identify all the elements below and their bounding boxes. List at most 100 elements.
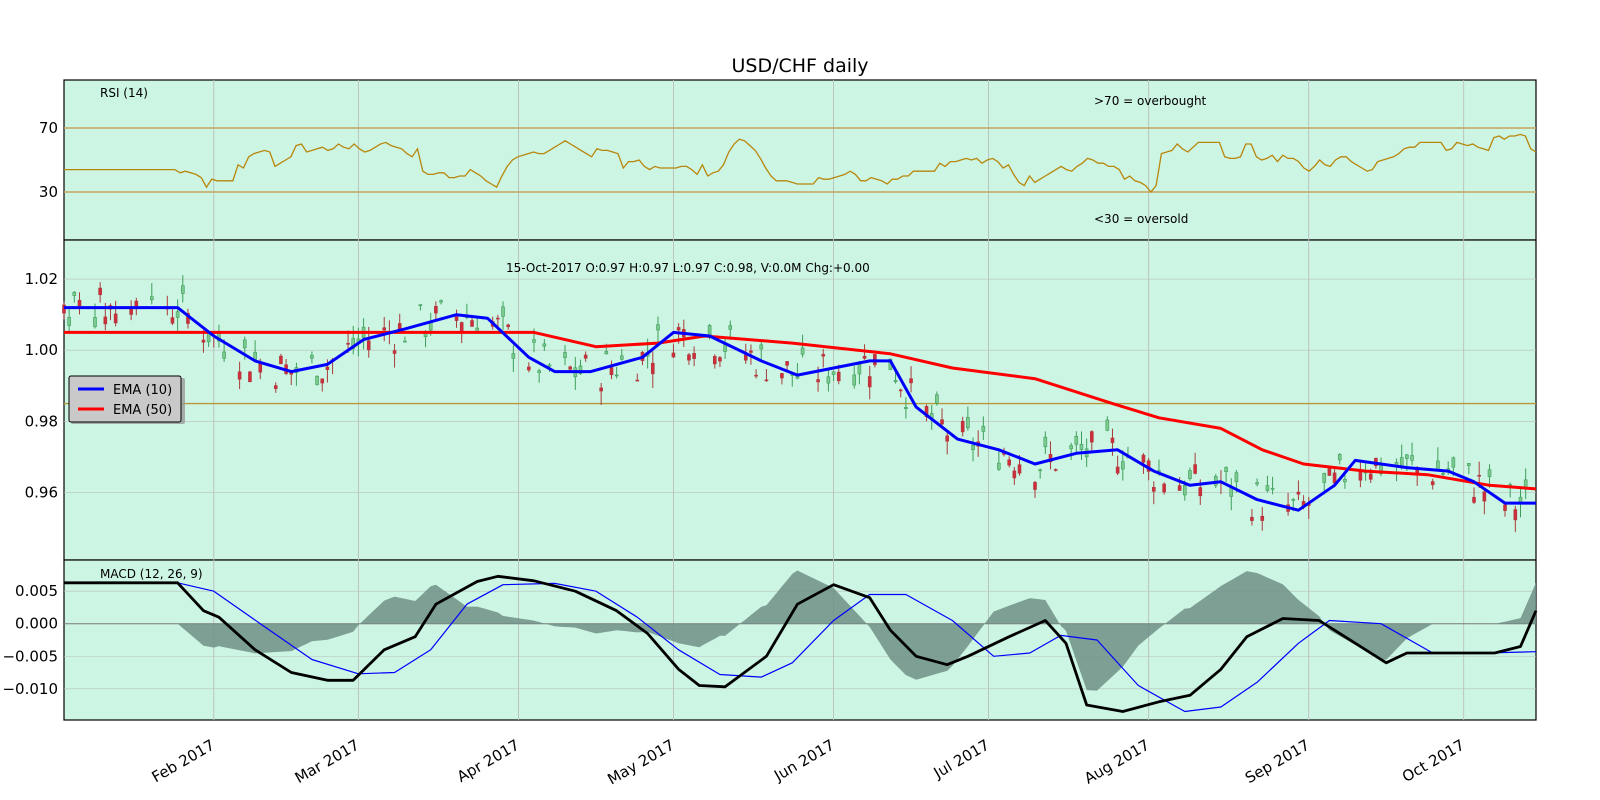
candle-body xyxy=(1332,472,1337,484)
candle-body xyxy=(1105,419,1110,431)
chart-title: USD/CHF daily xyxy=(731,55,868,77)
candle-body xyxy=(1322,472,1327,483)
candle-body xyxy=(816,379,820,383)
ema50-line xyxy=(64,330,1537,491)
candle-body xyxy=(749,350,753,353)
candle-body xyxy=(1079,443,1084,450)
candle-body xyxy=(1430,481,1435,486)
candle-body xyxy=(821,354,826,357)
price-legend: EMA (10) EMA (50) xyxy=(68,375,185,424)
rsi-y-tick-label: 70 xyxy=(39,119,58,137)
candle-body xyxy=(568,366,572,370)
candle-body xyxy=(1343,479,1347,483)
oversold-note: <30 = oversold xyxy=(1094,212,1188,226)
candle-body xyxy=(898,389,903,392)
candle-body xyxy=(1296,491,1301,495)
macd-y-tick-label: −0.010 xyxy=(2,680,58,698)
candle-body xyxy=(1115,466,1120,474)
candle-body xyxy=(1260,515,1265,521)
candle-body xyxy=(1337,454,1342,461)
candle-body xyxy=(1182,485,1187,496)
candle-body xyxy=(98,287,102,296)
x-tick-label: May 2017 xyxy=(604,736,677,789)
candle-body xyxy=(1451,457,1456,468)
candle-body xyxy=(180,285,185,294)
ema10-line xyxy=(64,306,1536,512)
x-tick-label: Feb 2017 xyxy=(149,736,218,786)
candle-body xyxy=(687,354,691,361)
candle-body xyxy=(981,425,986,432)
candle-body xyxy=(253,351,257,360)
candle-body xyxy=(1405,454,1409,459)
price-y-tick-label: 0.98 xyxy=(25,412,58,430)
candle-body xyxy=(129,308,133,315)
candle-body xyxy=(1441,473,1445,475)
candle-body xyxy=(940,419,944,425)
candle-body xyxy=(175,311,180,318)
candle-body xyxy=(93,317,97,328)
candle-body xyxy=(1410,455,1414,461)
candle-body xyxy=(867,376,872,388)
candle-body xyxy=(764,379,769,382)
candle-body xyxy=(945,435,950,442)
x-tick-label: Jun 2017 xyxy=(770,736,837,785)
candle-body xyxy=(1291,499,1296,501)
candle-body xyxy=(604,351,609,355)
candle-body xyxy=(1270,487,1275,490)
candle-body xyxy=(1033,482,1037,490)
candle-body xyxy=(599,387,603,392)
candle-body xyxy=(1193,464,1197,474)
x-tick-label: Aug 2017 xyxy=(1081,736,1153,788)
candle-body xyxy=(1074,435,1079,445)
candle-body xyxy=(201,339,206,343)
candle-body xyxy=(1090,431,1094,443)
candle-body xyxy=(935,394,939,404)
candle-body xyxy=(527,366,531,371)
candle-body xyxy=(532,339,536,343)
x-tick-label: Jul 2017 xyxy=(930,736,993,783)
candle-body xyxy=(1436,460,1440,470)
x-tick-label: Mar 2017 xyxy=(292,736,363,787)
candle-body xyxy=(103,316,108,325)
candle-body xyxy=(862,355,867,359)
candle-body xyxy=(1110,437,1115,444)
candle-body xyxy=(1151,487,1156,492)
candle-body xyxy=(1162,483,1166,493)
candle-body xyxy=(1012,470,1017,479)
candle-body xyxy=(1017,464,1022,474)
candle-body xyxy=(997,462,1001,470)
candle-body xyxy=(418,304,423,307)
candle-body xyxy=(1043,436,1048,448)
macd-panel-label: MACD (12, 26, 9) xyxy=(100,567,203,581)
candle-body xyxy=(1472,496,1476,503)
candle-body xyxy=(909,378,913,384)
candle-body xyxy=(222,351,226,359)
candle-body xyxy=(392,350,397,354)
macd-signal-line xyxy=(64,582,1537,713)
candle-body xyxy=(960,420,965,433)
candle-body xyxy=(966,417,970,429)
rsi-y-tick-label: 30 xyxy=(39,183,58,201)
candle-body xyxy=(1038,469,1042,472)
candle-body xyxy=(780,373,784,379)
candle-body xyxy=(692,353,696,359)
legend-label-ema50: EMA (50) xyxy=(113,403,172,418)
candle-body xyxy=(785,361,789,366)
candle-body xyxy=(320,378,325,384)
candle-body xyxy=(718,357,722,362)
candle-body xyxy=(1255,482,1259,485)
candle-body xyxy=(439,300,443,303)
candle-body xyxy=(325,366,330,370)
macd-y-tick-label: 0.000 xyxy=(15,615,58,633)
candle-body xyxy=(676,327,681,331)
candle-body xyxy=(1477,474,1481,477)
candle-body xyxy=(904,407,908,410)
candle-body xyxy=(1467,463,1471,466)
candle-body xyxy=(712,356,717,365)
candle-body xyxy=(1513,509,1518,521)
candle-body xyxy=(1007,459,1011,466)
candle-body xyxy=(72,291,77,296)
candle-body xyxy=(382,327,387,331)
candle-body xyxy=(723,344,727,352)
